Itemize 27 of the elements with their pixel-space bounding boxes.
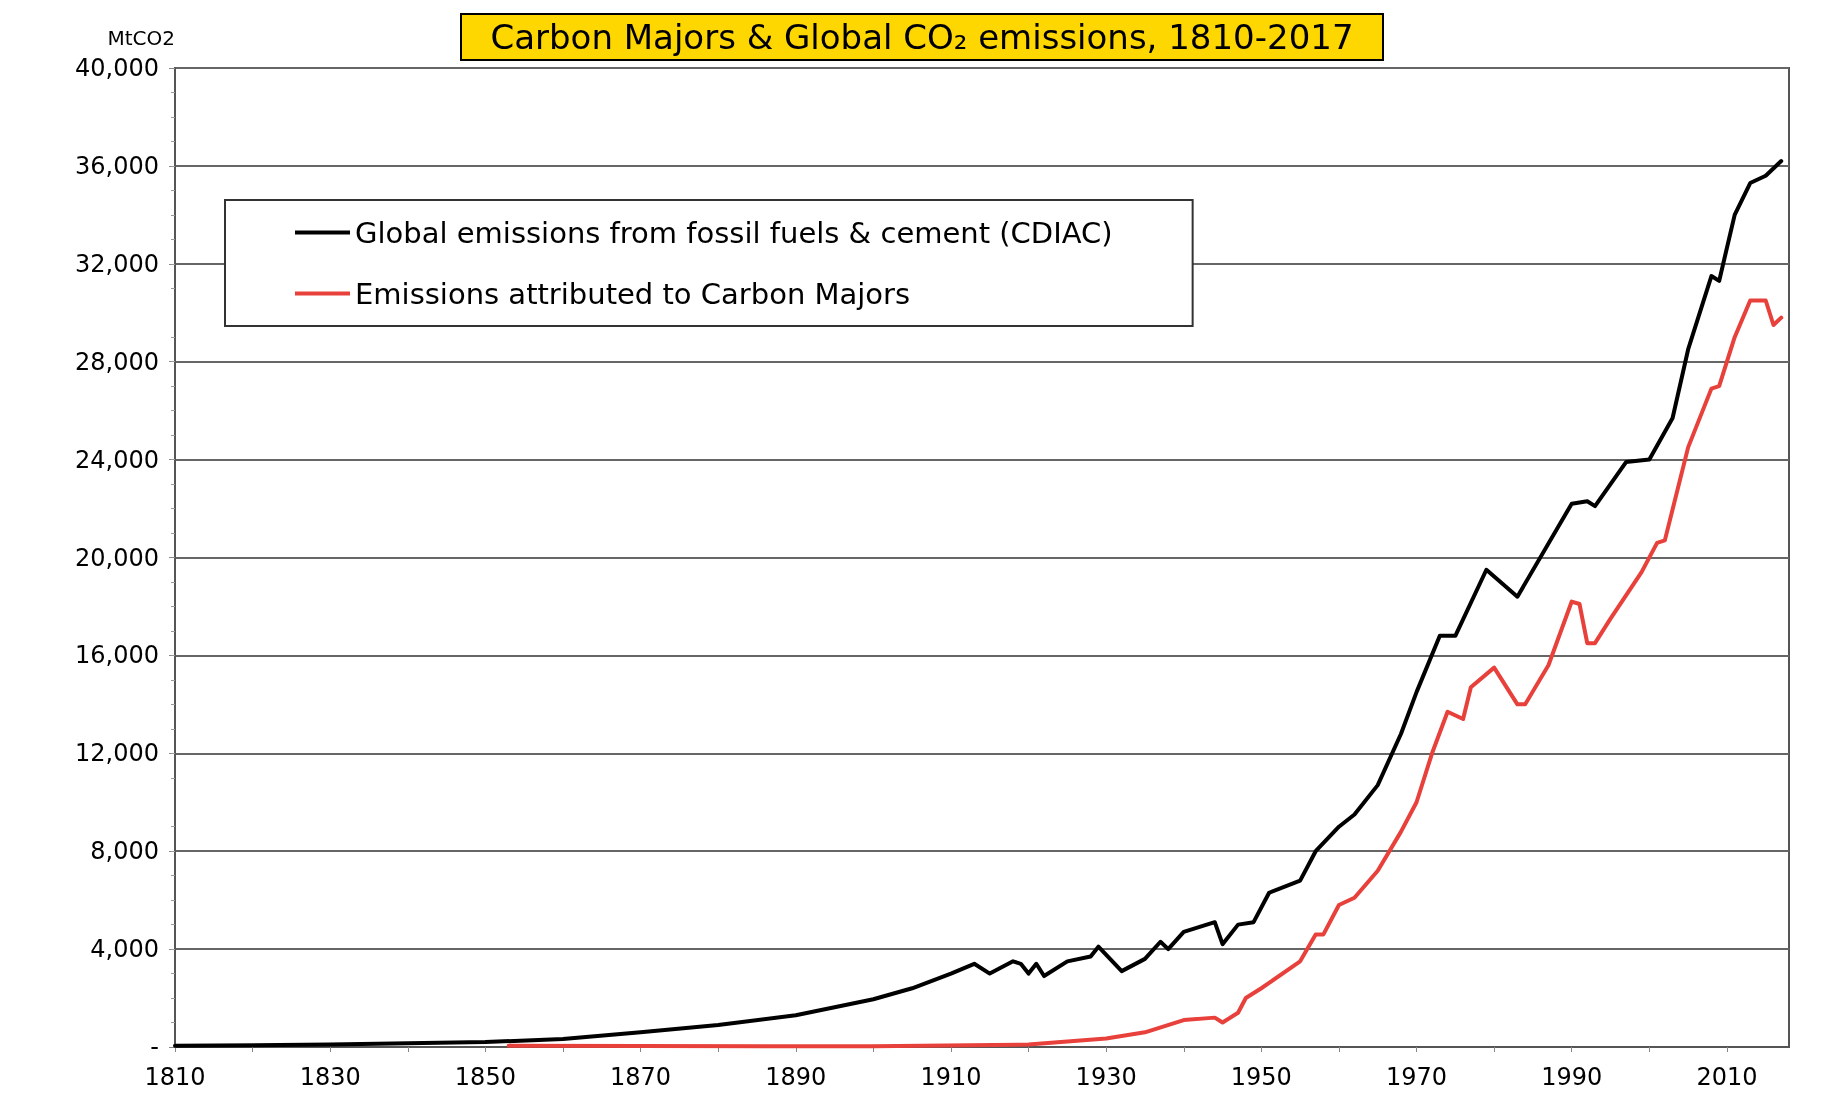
chart-title: Carbon Majors & Global CO₂ emissions, 1810-2017 — [490, 17, 1354, 57]
legend-label: Emissions attributed to Carbon Majors — [355, 276, 911, 311]
y-tick-label: 40,000 — [75, 54, 159, 82]
y-tick-label: 4,000 — [90, 935, 159, 964]
x-tick-label: 1950 — [1230, 1063, 1292, 1091]
x-tick-label: 1850 — [454, 1063, 516, 1091]
y-tick-label: 12,000 — [75, 739, 159, 768]
x-tick-label: 1930 — [1075, 1063, 1137, 1091]
y-tick-label: 16,000 — [75, 641, 159, 670]
x-tick-label: 1910 — [920, 1063, 982, 1091]
x-tick-label: 1870 — [610, 1063, 672, 1091]
y-tick-label: - — [150, 1033, 159, 1061]
x-tick-label: 1970 — [1386, 1063, 1448, 1091]
x-tick-label: 1990 — [1541, 1063, 1603, 1091]
y-axis-title: MtCO2 — [107, 26, 175, 50]
x-tick-label: 1890 — [765, 1063, 827, 1091]
legend-label: Global emissions from fossil fuels & cement (CDIAC) — [355, 215, 1113, 250]
x-tick-label: 1830 — [299, 1063, 361, 1091]
x-tick-label: 1810 — [144, 1063, 206, 1091]
y-tick-label: 32,000 — [75, 249, 159, 278]
y-tick-label: 20,000 — [75, 543, 159, 572]
y-tick-label: 8,000 — [90, 837, 159, 866]
x-tick-label: 2010 — [1696, 1063, 1758, 1091]
y-tick-label: 24,000 — [75, 445, 159, 474]
y-tick-label: 36,000 — [75, 151, 159, 180]
line-series — [173, 159, 1784, 1048]
y-tick-label: 28,000 — [75, 347, 159, 376]
